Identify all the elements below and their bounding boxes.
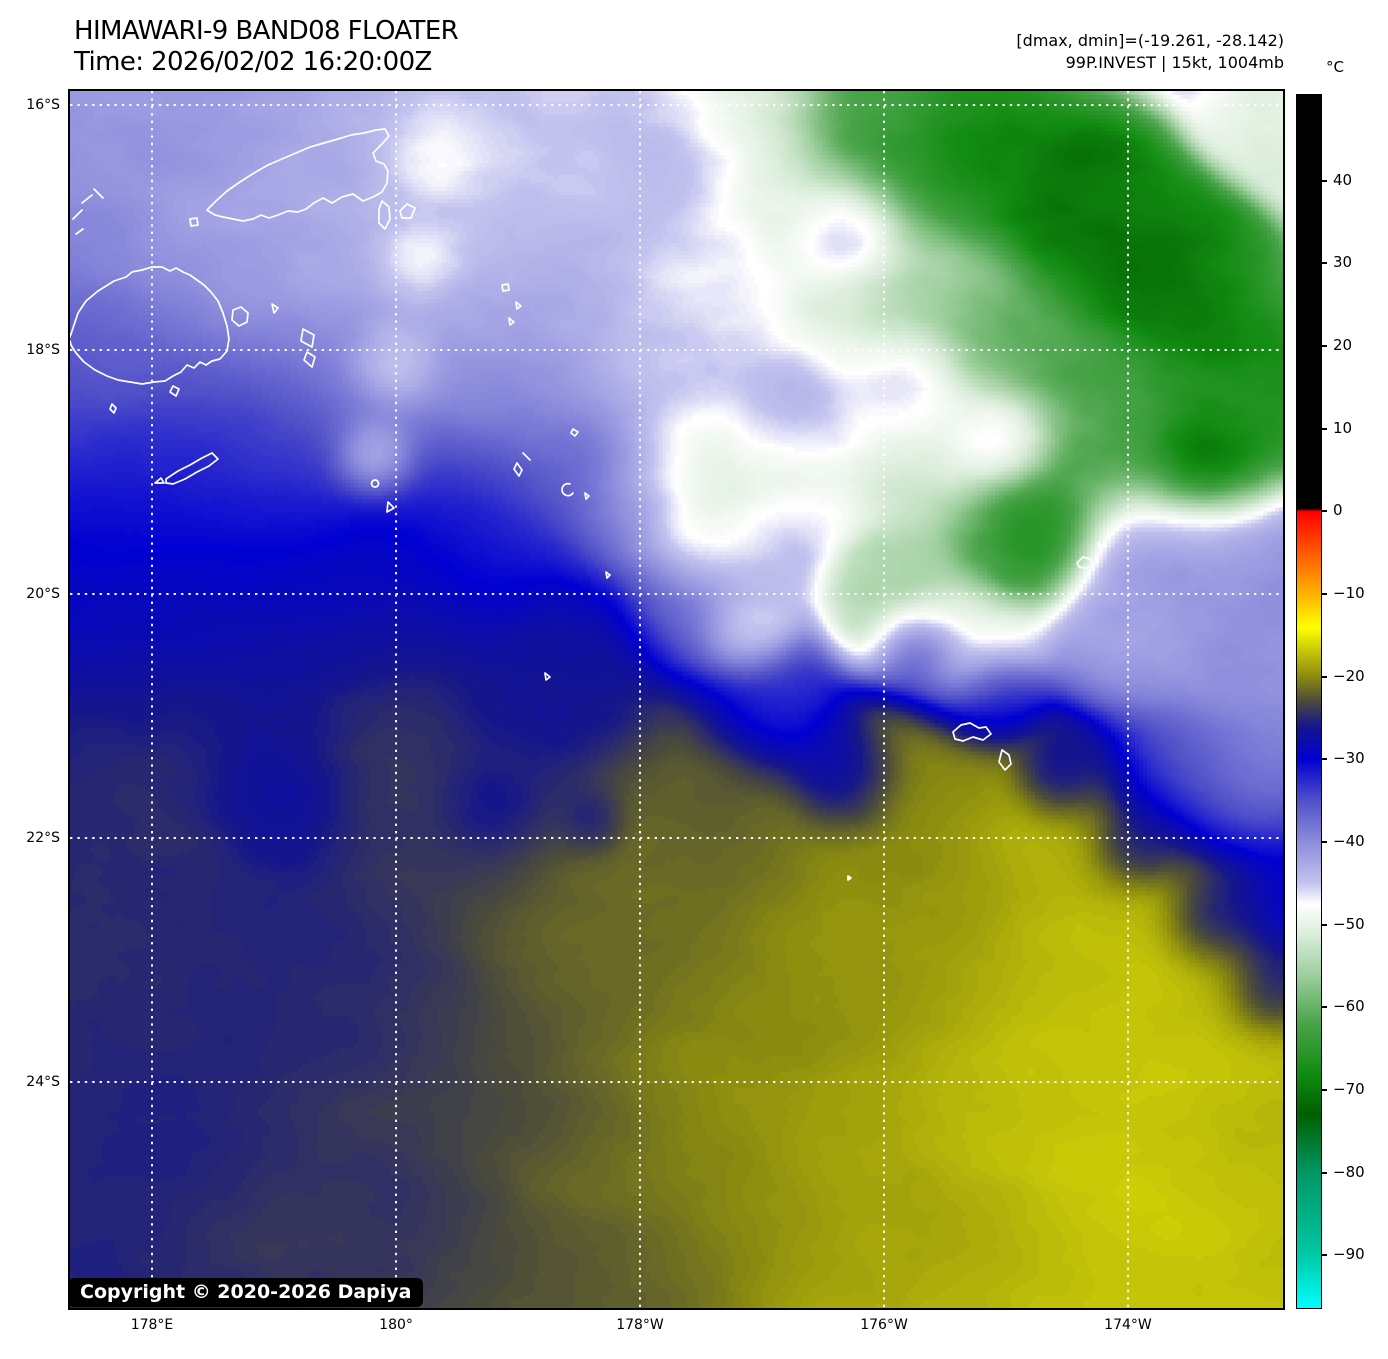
colorbar-tick-mark (1322, 1088, 1327, 1091)
page-title: HIMAWARI-9 BAND08 FLOATER (74, 16, 459, 46)
colorbar-tick-mark (1322, 427, 1327, 430)
colorbar-tick-mark (1322, 179, 1327, 182)
copyright-badge: Copyright © 2020-2026 Dapiya (68, 1278, 424, 1307)
coastline-path (206, 128, 390, 222)
lon-tick-label: 178°W (616, 1317, 664, 1333)
coastline-path (169, 385, 180, 397)
colorbar-tick-mark (1322, 923, 1327, 926)
lon-tick-label: 180° (379, 1317, 413, 1333)
lat-tick-label: 24°S (26, 1074, 60, 1090)
colorbar-tick-mark (1322, 1254, 1327, 1257)
map-frame: Copyright © 2020-2026 Dapiya (68, 89, 1285, 1310)
colorbar-tick-mark (1322, 675, 1327, 678)
colorbar-unit-label: °C (1326, 58, 1344, 76)
coastline-path (501, 283, 510, 292)
coastline-path (515, 301, 522, 310)
colorbar-tick-label: −10 (1333, 584, 1365, 603)
gridlines (70, 91, 1283, 1308)
time-label: Time: 2026/02/02 16:20:00Z (74, 47, 432, 77)
colorbar-tick-label: −30 (1333, 749, 1365, 768)
colorbar-tick-label: 30 (1333, 253, 1353, 272)
lat-tick-label: 18°S (26, 341, 60, 358)
colorbar-tick-mark (1322, 510, 1327, 513)
lon-tick-label: 176°W (860, 1317, 908, 1333)
satellite-imagery-canvas (70, 91, 1283, 1308)
colorbar: 40 30 20 10 0 −10 −20 −30 −40 −50 −60 −70 −80 −90 (1296, 94, 1365, 1309)
colorbar-tick-label: −80 (1333, 1162, 1365, 1181)
colorbar-tick-label: −20 (1333, 666, 1365, 685)
map-overlay-svg (70, 91, 1283, 1308)
coastline-path (300, 328, 315, 348)
coastline-path (70, 266, 230, 385)
coastline-path (378, 200, 391, 230)
coastline-path (847, 875, 852, 881)
coastline-path (109, 403, 117, 414)
coastline-path (399, 203, 416, 219)
colorbar-tick-label: 0 (1333, 501, 1343, 520)
coastline-path (584, 492, 590, 500)
colorbar-tick-mark (1322, 262, 1327, 265)
coastline-path (522, 452, 531, 461)
coastline-path (1076, 556, 1094, 569)
annotation-block: [dmax, dmin]=(-19.261, -28.142) 99P.INVE… (1016, 30, 1284, 74)
coastline-path (544, 672, 551, 681)
coastlines (70, 128, 1104, 881)
coastline-path (605, 571, 611, 579)
colorbar-tick-mark (1322, 758, 1327, 761)
coastline-path (508, 317, 515, 326)
coastline-path (513, 462, 523, 477)
colorbar-tick-mark (1322, 1171, 1327, 1174)
coastline-path (165, 452, 219, 485)
colorbar-tick-mark (1322, 841, 1327, 843)
colorbar-tick-label: −60 (1333, 997, 1365, 1016)
coastline-path (303, 351, 316, 368)
colorbar-tick-mark (1322, 345, 1327, 348)
coastline-path (231, 306, 249, 327)
coastline-path (386, 501, 395, 513)
coastline-path (1097, 542, 1104, 550)
colorbar-tick-label: 40 (1333, 170, 1353, 189)
coastline-path (370, 479, 380, 488)
coastline-path (561, 482, 574, 497)
colorbar-tick-label: −90 (1333, 1245, 1365, 1264)
lon-tick-label: 174°W (1104, 1317, 1152, 1333)
coastline-path (154, 477, 165, 484)
coastline-path (952, 722, 992, 742)
lon-tick-label: 178°E (130, 1317, 174, 1333)
colorbar-tick-mark (1322, 593, 1327, 596)
coastline-path (271, 303, 279, 314)
colorbar-tick-label: 20 (1333, 336, 1353, 355)
coastline-path (189, 217, 199, 227)
storm-info-label: 99P.INVEST | 15kt, 1004mb (1065, 53, 1284, 72)
dmax-dmin-label: [dmax, dmin]=(-19.261, -28.142) (1016, 31, 1284, 50)
colorbar-tick-mark (1322, 1006, 1327, 1009)
lat-tick-label: 20°S (26, 585, 60, 602)
colorbar-tick-label: 10 (1333, 418, 1353, 437)
lat-tick-label: 16°S (26, 96, 60, 113)
coastline-path (998, 749, 1012, 771)
colorbar-tick-label: −40 (1333, 832, 1365, 850)
colorbar-tick-label: −70 (1333, 1079, 1365, 1098)
coastline-path (72, 188, 104, 235)
title-block: HIMAWARI-9 BAND08 FLOATER Time: 2026/02/… (74, 16, 459, 78)
colorbar-gradient (1296, 94, 1322, 1309)
coastline-path (570, 428, 579, 437)
colorbar-tick-label: −50 (1333, 914, 1365, 933)
lat-tick-label: 22°S (26, 829, 60, 846)
